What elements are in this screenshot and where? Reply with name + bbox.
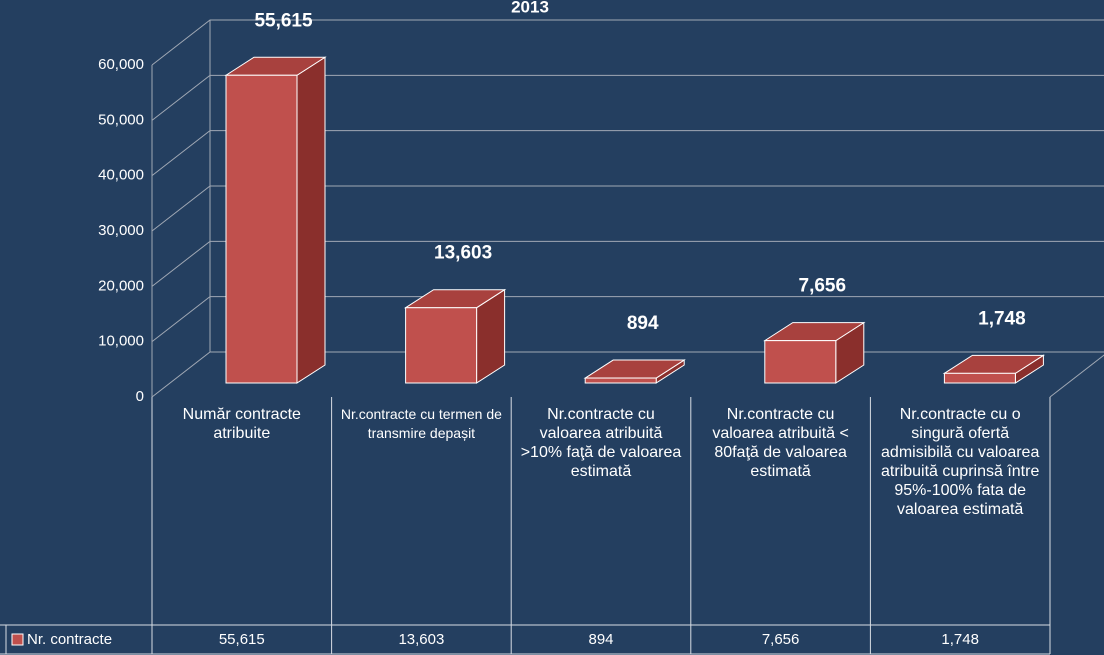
table-value: 13,603 [398,631,444,648]
bar [764,340,837,384]
bar-side [296,56,326,384]
category-label: Nr.contracte cu valoarea atribuită >10% … [520,406,682,480]
category-label: Nr.contracte cu termen de transmire depa… [340,406,502,441]
data-label: 7,656 [799,276,847,297]
category-label: Număr contracte atribuite [182,406,301,442]
y-tick-label: 10,000 [98,333,144,350]
table-value: 7,656 [762,631,800,648]
grid-line [151,185,1104,232]
data-label: 1,748 [978,308,1026,329]
y-tick-label: 40,000 [98,167,144,184]
y-tick-label: 30,000 [98,222,144,239]
legend-label: Nr. contracte [27,631,112,648]
y-tick-label: 60,000 [98,56,144,73]
bar [405,307,478,384]
grid-line [151,19,1104,66]
data-label: 13,603 [434,243,492,264]
category-label: Nr.contracte cu valoarea atribuită < 80f… [712,406,849,480]
bar-top [583,359,686,379]
table-value: 894 [588,631,613,648]
bar [225,74,298,384]
legend-swatch [11,633,24,646]
floor-right [1049,354,1104,398]
table-value: 55,615 [219,631,265,648]
y-tick-label: 50,000 [98,111,144,128]
grid-line [151,240,1104,287]
data-label: 55,615 [254,10,313,31]
data-label: 894 [627,313,659,334]
category-label: Nr.contracte cu o singură ofertă admisib… [881,406,1040,518]
grid-line [151,296,1104,343]
bar [943,372,1016,384]
table-value: 1,748 [941,631,979,648]
y-tick-label: 0 [136,388,144,405]
grid-line [151,130,1104,177]
grid-line [151,74,1104,121]
chart-title: 2013 [511,0,549,16]
bar [584,377,657,384]
y-tick-label: 20,000 [98,277,144,294]
